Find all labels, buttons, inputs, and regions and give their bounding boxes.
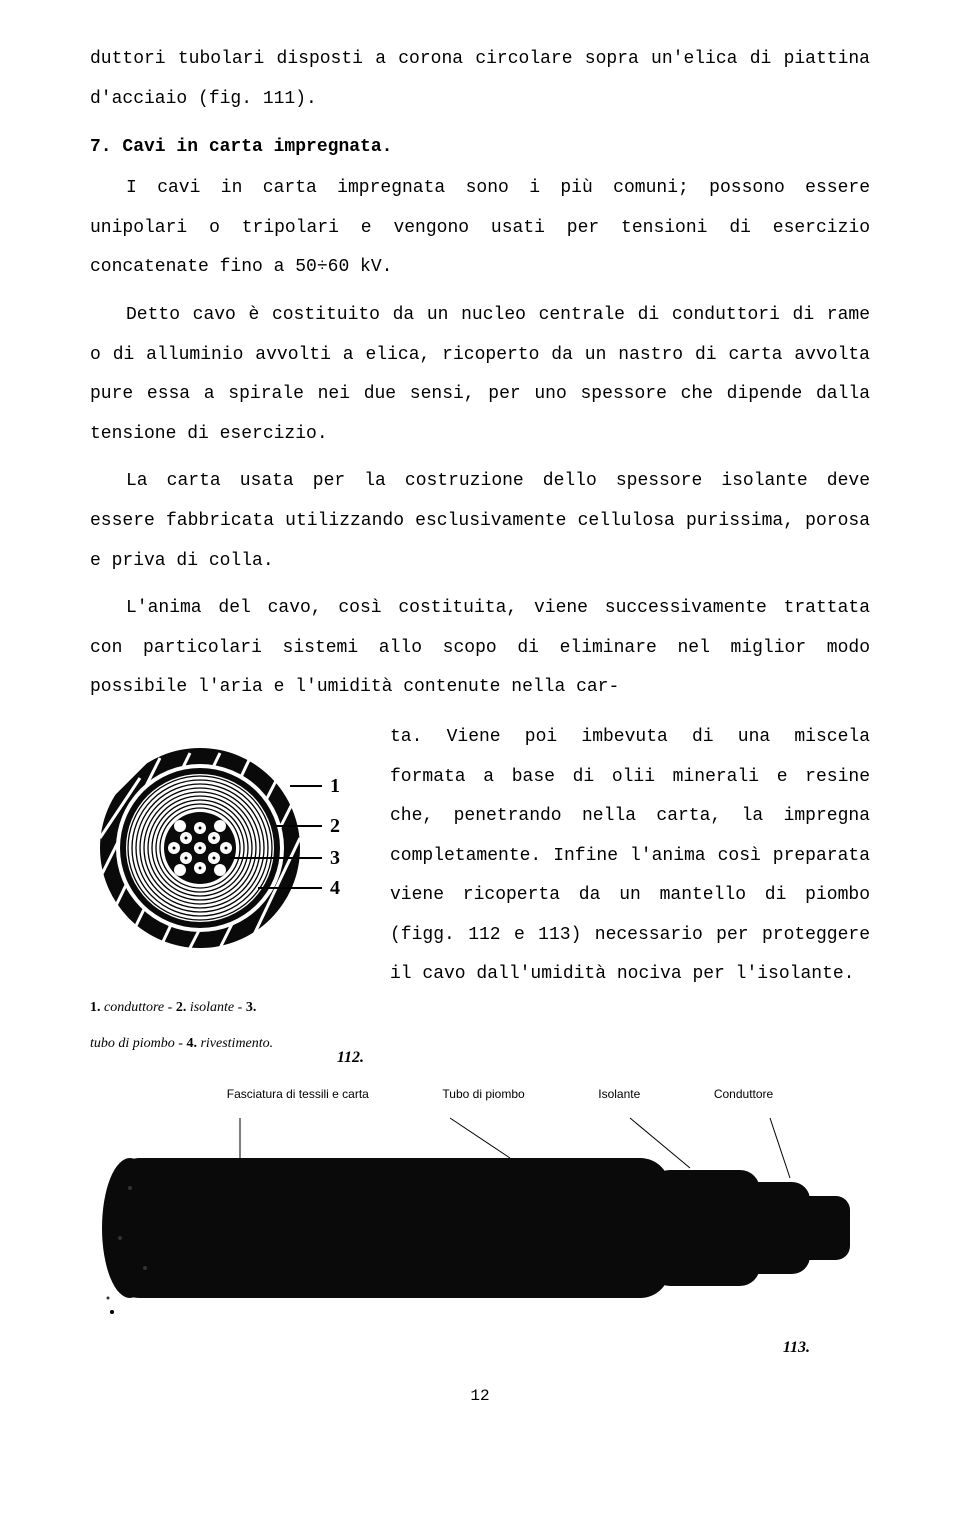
label-isolante: Isolante xyxy=(598,1087,640,1101)
figure-112-number: 112. xyxy=(337,1049,370,1067)
paragraph-5a: L'anima del cavo, così costituita, viene… xyxy=(90,589,870,708)
leader-3: 3 xyxy=(330,847,340,869)
cable-cross-section-icon: 1 2 3 4 xyxy=(90,728,350,988)
figure-112: 1 2 3 4 1. conduttore - 2. isolante - 3.… xyxy=(90,728,370,1054)
paragraph-2: I cavi in carta impregnata sono i più co… xyxy=(90,169,870,288)
cable-side-view-icon xyxy=(90,1103,870,1333)
page: duttori tubolari disposti a corona circo… xyxy=(0,0,960,1435)
figure-113: Fasciatura di tessili e carta Tubo di pi… xyxy=(90,1087,870,1357)
label-tubo: Tubo di piombo xyxy=(442,1087,524,1101)
section-heading: 7. Cavi in carta impregnata. xyxy=(90,137,870,157)
leader-1: 1 xyxy=(330,775,340,797)
figure-113-number: 113. xyxy=(90,1339,810,1357)
paragraph-4: La carta usata per la costruzione dello … xyxy=(90,462,870,581)
page-number: 12 xyxy=(90,1387,870,1405)
figure-113-labels: Fasciatura di tessili e carta Tubo di pi… xyxy=(90,1087,870,1101)
leader-4: 4 xyxy=(330,877,340,899)
figure-112-block: 1 2 3 4 1. conduttore - 2. isolante - 3.… xyxy=(90,718,870,1054)
label-fasciatura: Fasciatura di tessili e carta xyxy=(227,1087,369,1101)
leader-2: 2 xyxy=(330,815,340,837)
paragraph-5b: ta. Viene poi imbevuta di una miscela fo… xyxy=(390,718,870,995)
paragraph-3: Detto cavo è costituito da un nucleo cen… xyxy=(90,296,870,454)
paragraph-continuation: duttori tubolari disposti a corona circo… xyxy=(90,40,870,119)
label-conduttore: Conduttore xyxy=(714,1087,773,1101)
